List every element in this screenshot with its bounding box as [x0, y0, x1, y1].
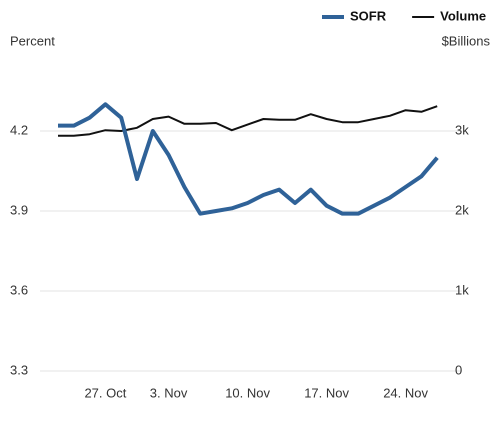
x-tick-label: 3. Nov [150, 385, 188, 400]
y-tick-label: 3.3 [10, 362, 28, 377]
y2-tick-label: 1k [455, 282, 469, 297]
y-tick-label: 3.9 [10, 202, 28, 217]
y-tick-label: 3.6 [10, 282, 28, 297]
legend-text: Volume [440, 8, 486, 23]
y2-tick-label: 0 [455, 362, 462, 377]
series-line [58, 102, 439, 216]
y2-axis-label: $Billions [442, 33, 491, 48]
y2-tick-label: 3k [455, 122, 469, 137]
series-line [58, 105, 438, 137]
x-tick-label: 10. Nov [225, 385, 270, 400]
x-tick-label: 27. Oct [84, 385, 126, 400]
y-axis-label: Percent [10, 33, 55, 48]
y2-tick-label: 2k [455, 202, 469, 217]
y-tick-label: 4.2 [10, 122, 28, 137]
x-tick-label: 24. Nov [383, 385, 428, 400]
x-tick-label: 17. Nov [304, 385, 349, 400]
legend-text: SOFR [350, 8, 387, 23]
